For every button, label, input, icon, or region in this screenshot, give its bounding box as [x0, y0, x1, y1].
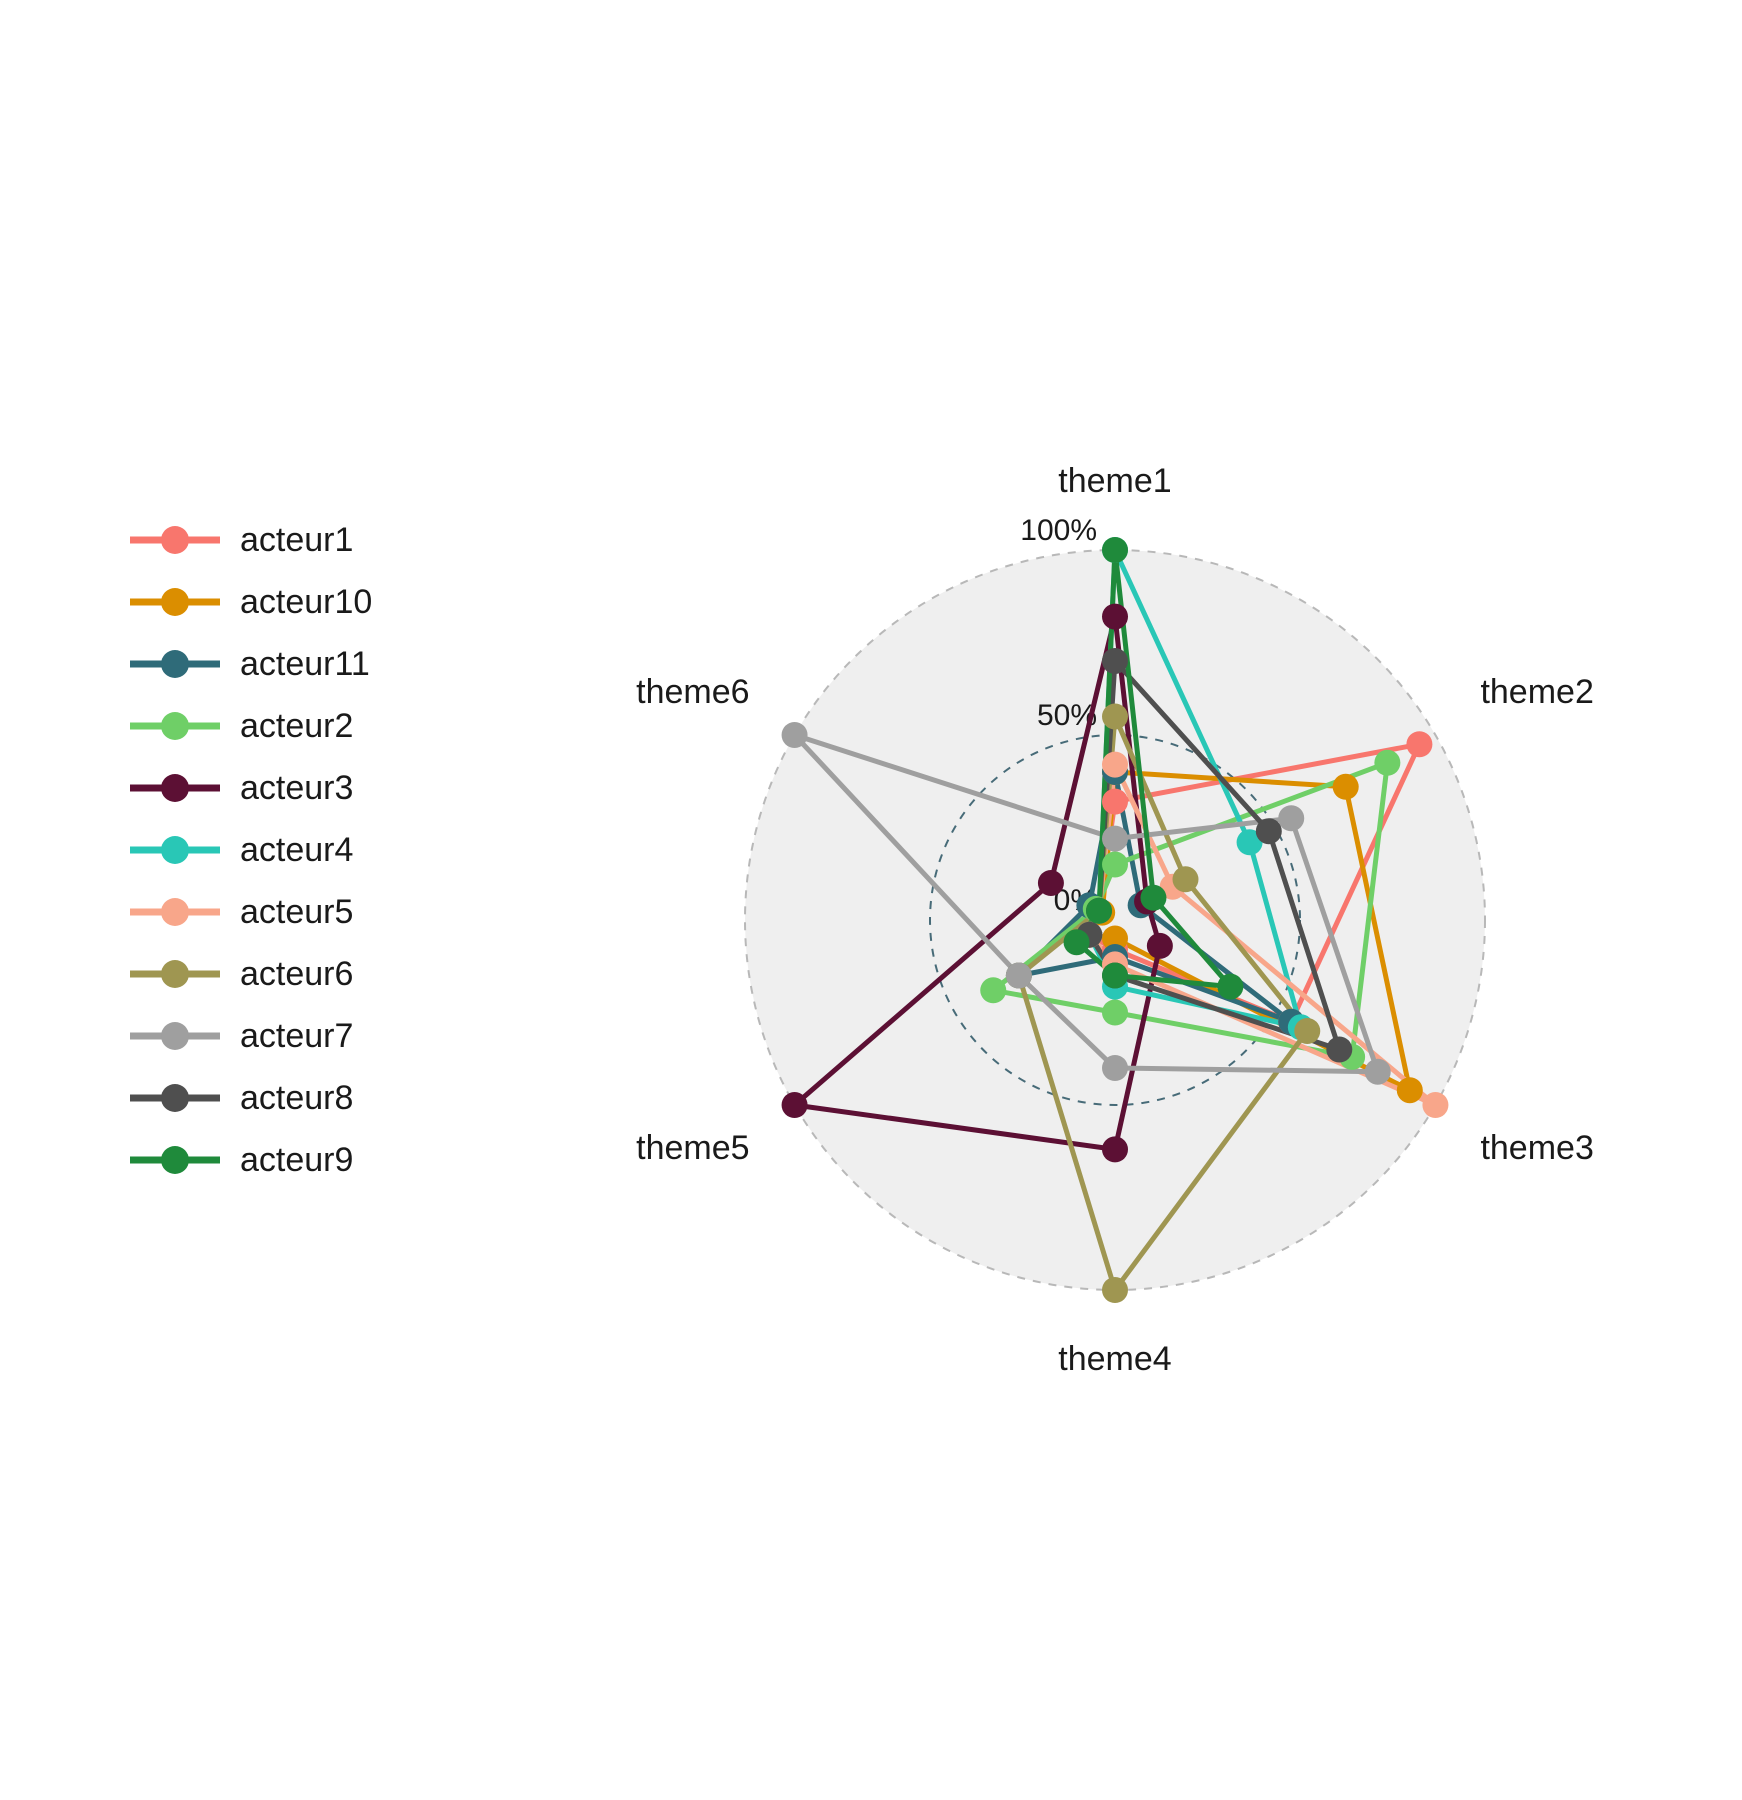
series-marker — [782, 1092, 808, 1118]
series-marker — [1294, 1018, 1320, 1044]
legend-label: acteur5 — [240, 893, 353, 931]
axis-label: theme5 — [636, 1129, 749, 1167]
series-marker — [1333, 774, 1359, 800]
legend-swatch-marker — [161, 960, 189, 988]
series-marker — [1326, 1037, 1352, 1063]
series-marker — [1102, 789, 1128, 815]
series-marker — [980, 977, 1006, 1003]
legend-item: acteur10 — [130, 583, 372, 621]
series-marker — [1140, 885, 1166, 911]
legend-swatch-marker — [161, 774, 189, 802]
legend-item: acteur6 — [130, 955, 353, 993]
legend-swatch-marker — [161, 526, 189, 554]
series-marker — [1217, 974, 1243, 1000]
series-marker — [1256, 818, 1282, 844]
legend-item: acteur2 — [130, 707, 353, 745]
legend-item: acteur7 — [130, 1017, 353, 1055]
legend-label: acteur11 — [240, 645, 370, 683]
series-marker — [1102, 1277, 1128, 1303]
legend-item: acteur9 — [130, 1141, 353, 1179]
series-marker — [1374, 750, 1400, 776]
axis-label: theme2 — [1480, 673, 1593, 711]
axis-label: theme1 — [1058, 462, 1171, 500]
legend-label: acteur8 — [240, 1079, 353, 1117]
series-marker — [1064, 929, 1090, 955]
legend-label: acteur10 — [240, 583, 372, 621]
radar-chart: theme1theme2theme3theme4theme5theme60%50… — [0, 0, 1742, 1800]
series-marker — [1006, 963, 1032, 989]
chart-container: theme1theme2theme3theme4theme5theme60%50… — [0, 0, 1742, 1800]
legend-item: acteur5 — [130, 893, 353, 931]
axis-label: theme4 — [1058, 1340, 1171, 1378]
series-marker — [1172, 866, 1198, 892]
series-marker — [1422, 1092, 1448, 1118]
legend-label: acteur2 — [240, 707, 353, 745]
series-marker — [1397, 1077, 1423, 1103]
series-marker — [1102, 1136, 1128, 1162]
legend-swatch-marker — [161, 588, 189, 616]
legend-swatch-marker — [161, 836, 189, 864]
axis-label: theme6 — [636, 673, 749, 711]
legend-label: acteur9 — [240, 1141, 353, 1179]
series-marker — [1278, 805, 1304, 831]
legend-swatch-marker — [161, 898, 189, 926]
series-marker — [1102, 537, 1128, 563]
series-marker — [1102, 963, 1128, 989]
series-marker — [1102, 1000, 1128, 1026]
series-marker — [1406, 731, 1432, 757]
series-marker — [1102, 648, 1128, 674]
series-marker — [1365, 1059, 1391, 1085]
series-marker — [1102, 1055, 1128, 1081]
series-marker — [1086, 898, 1112, 924]
series-marker — [1102, 704, 1128, 730]
legend-swatch-marker — [161, 1084, 189, 1112]
series-marker — [1102, 826, 1128, 852]
legend-label: acteur3 — [240, 769, 353, 807]
series-marker — [1102, 852, 1128, 878]
legend-item: acteur1 — [130, 521, 353, 559]
legend-swatch-marker — [161, 712, 189, 740]
legend-label: acteur4 — [240, 831, 353, 869]
series-marker — [1038, 870, 1064, 896]
legend-swatch-marker — [161, 1022, 189, 1050]
legend-item: acteur8 — [130, 1079, 353, 1117]
legend-swatch-marker — [161, 1146, 189, 1174]
series-marker — [1147, 933, 1173, 959]
legend-label: acteur6 — [240, 955, 353, 993]
legend-label: acteur7 — [240, 1017, 353, 1055]
series-marker — [782, 722, 808, 748]
series-marker — [1102, 604, 1128, 630]
series-marker — [1102, 752, 1128, 778]
tick-label: 100% — [1020, 514, 1097, 547]
legend-swatch-marker — [161, 650, 189, 678]
legend-item: acteur3 — [130, 769, 353, 807]
legend-item: acteur11 — [130, 645, 370, 683]
legend-label: acteur1 — [240, 521, 353, 559]
legend: acteur1 acteur10 acteur11 acteur2 acteur3 act… — [130, 521, 372, 1179]
legend-item: acteur4 — [130, 831, 353, 869]
axis-label: theme3 — [1480, 1129, 1593, 1167]
